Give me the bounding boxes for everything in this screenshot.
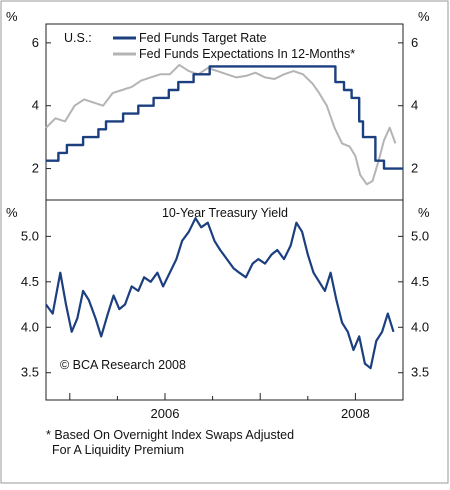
copyright-annotation: © BCA Research 2008 (60, 358, 186, 372)
bottom-left-tick-label-1: 4.0 (21, 319, 39, 334)
bottom-axis-ticks: 3.5 3.5 4.0 4.0 4.5 4.5 5.0 5.0 (21, 228, 429, 379)
top-right-tick-label-1: 4 (411, 98, 418, 113)
series-line-10y-yield (45, 217, 395, 370)
footnote-line-2: For A Liquidity Premium (52, 443, 184, 457)
legend-label-expectations: Fed Funds Expectations In 12-Months* (139, 47, 355, 61)
legend-label-target-rate: Fed Funds Target Rate (139, 31, 267, 45)
series-line-target-rate (46, 65, 403, 170)
bottom-right-tick-label-2: 4.5 (411, 274, 429, 289)
bottom-left-tick-label-0: 3.5 (21, 365, 39, 380)
top-unit-left: % (6, 9, 18, 24)
bottom-left-tick-label-2: 4.5 (21, 274, 39, 289)
top-right-tick-label-0: 2 (411, 161, 418, 176)
top-plot-lines (45, 63, 403, 186)
bottom-panel-border (45, 199, 404, 401)
top-left-tick-label-0: 2 (32, 161, 39, 176)
series-line-expectations (45, 63, 397, 186)
bottom-panel-title: 10-Year Treasury Yield (162, 206, 288, 220)
top-axis-ticks: 2 2 4 4 6 6 (32, 35, 418, 176)
x-axis-ticks: 2006 2008 (69, 393, 370, 421)
bottom-right-tick-label-3: 5.0 (411, 228, 429, 243)
bottom-right-tick-label-1: 4.0 (411, 319, 429, 334)
region-label: U.S.: (64, 31, 92, 45)
x-tick-label-2008: 2008 (341, 406, 370, 421)
footnote-line-1: * Based On Overnight Index Swaps Adjuste… (46, 428, 295, 442)
top-unit-right: % (418, 9, 430, 24)
x-tick-label-2006: 2006 (151, 406, 180, 421)
top-left-tick-label-1: 4 (32, 98, 39, 113)
bottom-left-tick-label-3: 5.0 (21, 228, 39, 243)
top-right-tick-label-2: 6 (411, 35, 418, 50)
bottom-unit-right: % (418, 205, 430, 220)
bottom-plot-lines (45, 217, 395, 370)
bottom-unit-left: % (6, 205, 18, 220)
bottom-right-tick-label-0: 3.5 (411, 365, 429, 380)
top-left-tick-label-2: 6 (32, 35, 39, 50)
